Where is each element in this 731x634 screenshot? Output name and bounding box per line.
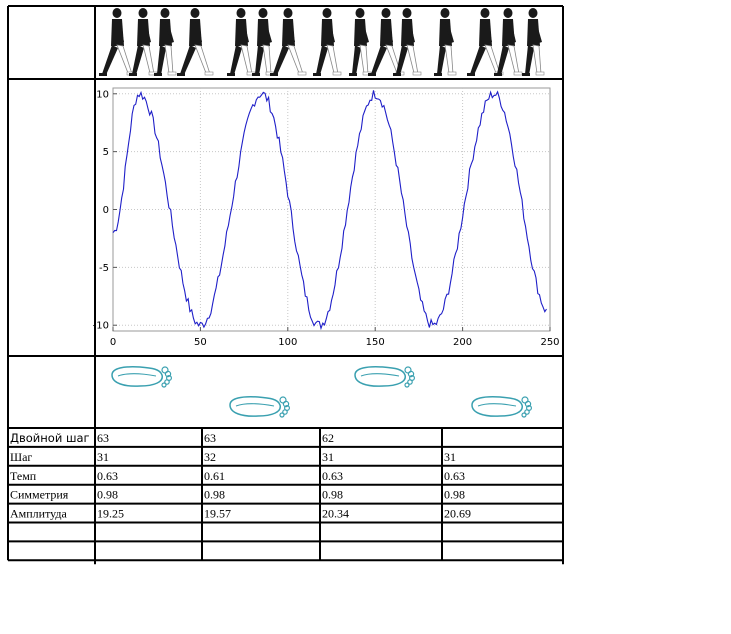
- table-cell: 0.98: [444, 488, 465, 502]
- walking-person-icon: [154, 8, 177, 76]
- x-tick-label: 150: [366, 337, 385, 348]
- table-cell: 20.34: [322, 507, 349, 521]
- table-cell: 0.61: [204, 469, 225, 483]
- table-cell: 19.25: [97, 507, 124, 521]
- walking-figures-strip: [99, 8, 545, 76]
- footprint-icon: [229, 396, 290, 418]
- walking-person-icon: [252, 8, 275, 76]
- table-cell: 20.69: [444, 507, 471, 521]
- table-cell: 31: [444, 450, 456, 464]
- walking-person-icon: [349, 8, 372, 76]
- walking-person-icon: [434, 8, 457, 76]
- table-cell: 0.98: [204, 488, 225, 502]
- table-cell: 0.63: [322, 469, 343, 483]
- walking-person-icon: [467, 8, 504, 76]
- table-row-label: Шаг: [10, 450, 32, 464]
- table-cell: 0.98: [322, 488, 343, 502]
- y-tick-label: 5: [103, 147, 109, 158]
- x-axis-ticks: 0 50 100 150 200 250: [110, 327, 560, 348]
- table-cell: 0.63: [97, 469, 118, 483]
- y-tick-label: 10: [96, 89, 109, 100]
- walking-person-icon: [494, 8, 523, 76]
- walking-person-icon: [270, 8, 307, 76]
- table-cell: 19.57: [204, 507, 231, 521]
- y-tick-label: 0: [103, 205, 109, 216]
- footprint-icon: [111, 366, 172, 388]
- chart-grid: [113, 88, 550, 331]
- y-tick-label: -5: [99, 263, 109, 274]
- x-tick-label: 250: [540, 337, 559, 348]
- table-cell: 32: [204, 450, 216, 464]
- x-tick-label: 200: [453, 337, 472, 348]
- table-row-label: Двойной шаг: [10, 431, 90, 445]
- x-tick-label: 0: [110, 337, 116, 348]
- table-row-label: Амплитуда: [10, 507, 68, 521]
- walking-person-icon: [177, 8, 214, 76]
- table-row-label: Симметрия: [10, 488, 69, 502]
- walking-person-icon: [99, 8, 136, 76]
- x-tick-label: 100: [278, 337, 297, 348]
- x-tick-label: 50: [194, 337, 207, 348]
- plot-area: [112, 87, 551, 332]
- table-row-label: Темп: [10, 469, 37, 483]
- walking-person-icon: [313, 8, 342, 76]
- walking-person-icon: [393, 8, 422, 76]
- walking-person-icon: [129, 8, 158, 76]
- footprints-row: [111, 366, 532, 418]
- gait-signal-line: [112, 90, 547, 331]
- table-cell: 0.63: [444, 469, 465, 483]
- table-cell: 63: [204, 431, 216, 445]
- table-cell: 62: [322, 431, 334, 445]
- footprint-icon: [354, 366, 415, 388]
- walking-person-icon: [227, 8, 256, 76]
- table-cell: 31: [322, 450, 334, 464]
- table-cell: 63: [97, 431, 109, 445]
- y-tick-label: -10: [93, 321, 109, 332]
- y-axis-ticks: 10 5 0 -5 -10: [93, 89, 117, 332]
- walking-person-icon: [522, 8, 545, 76]
- gait-parameters-table: Двойной шаг Шаг Темп Симметрия Амплитуда 63 63…: [7, 427, 564, 565]
- table-cell: 31: [97, 450, 109, 464]
- footprint-icon: [471, 396, 532, 418]
- table-cell: 0.98: [97, 488, 118, 502]
